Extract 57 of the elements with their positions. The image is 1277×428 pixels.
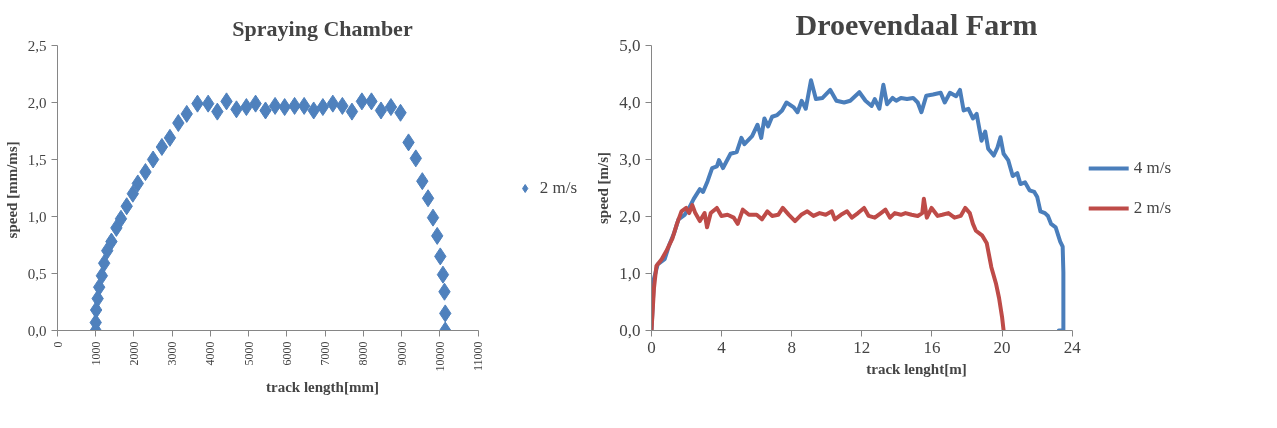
x-tick-label: 8 — [787, 337, 796, 357]
x-tick-label: 11000 — [471, 341, 486, 372]
y-tick-label: 2,5 — [27, 37, 47, 54]
y-tick-label: 1,5 — [27, 151, 47, 168]
chart-title: Spraying Chamber — [232, 15, 413, 41]
chart-title: Droevendaal Farm — [795, 7, 1038, 41]
point — [355, 92, 369, 111]
x-tick-label: 8000 — [356, 341, 371, 366]
x-tick-label: 9000 — [394, 341, 409, 366]
x-tick-label: 0 — [50, 341, 65, 348]
x-tick-label: 0 — [647, 337, 656, 357]
x-tick-label: 20 — [993, 337, 1011, 357]
point — [384, 98, 398, 117]
x-tick-label: 2000 — [126, 341, 141, 366]
line-series — [651, 196, 1006, 331]
x-tick-label: 7000 — [318, 341, 333, 366]
legend-label: 2 m/s — [1133, 197, 1171, 218]
y-tick-label: 2,0 — [619, 207, 641, 226]
x-axis-title: track length[mm] — [266, 379, 379, 396]
point — [163, 128, 177, 147]
y-tick-label: 1,0 — [619, 264, 641, 283]
y-tick-label: 2,0 — [27, 94, 47, 111]
point — [374, 101, 388, 120]
x-tick-label: 1000 — [88, 341, 103, 366]
x-tick-label: 16 — [923, 337, 941, 357]
y-tick-label: 5,0 — [619, 36, 641, 55]
x-tick-label: 5000 — [241, 341, 256, 366]
point — [345, 102, 359, 121]
point — [114, 209, 128, 228]
x-tick-label: 4 — [717, 337, 727, 357]
legend-label: 4 m/s — [1133, 157, 1171, 178]
x-tick-label: 6000 — [279, 341, 294, 366]
y-tick-label: 0,5 — [27, 265, 47, 282]
point — [297, 96, 311, 115]
y-axis-title: speed [m/s] — [595, 151, 612, 225]
y-tick-label: 1,0 — [27, 208, 47, 225]
x-tick-label: 12 — [853, 337, 871, 357]
point — [426, 208, 440, 227]
y-tick-label: 0,0 — [27, 322, 47, 339]
x-tick-label: 10000 — [432, 341, 447, 372]
x-tick-label: 3000 — [165, 341, 180, 366]
legend-label: 2 m/s — [539, 177, 577, 198]
y-tick-label: 4,0 — [619, 93, 641, 112]
y-tick-label: 0,0 — [619, 321, 641, 340]
x-axis-title: track lenght[m] — [866, 360, 967, 377]
point — [436, 265, 450, 284]
y-axis-title: speed [mm/ms] — [3, 141, 20, 239]
x-tick-label: 24 — [1063, 337, 1082, 357]
point — [95, 266, 109, 285]
point — [146, 150, 160, 169]
point — [97, 254, 111, 273]
x-tick-label: 4000 — [203, 341, 218, 366]
y-tick-label: 3,0 — [619, 150, 641, 169]
point — [421, 189, 435, 208]
point — [155, 137, 169, 156]
point — [316, 98, 330, 117]
point — [268, 96, 282, 115]
